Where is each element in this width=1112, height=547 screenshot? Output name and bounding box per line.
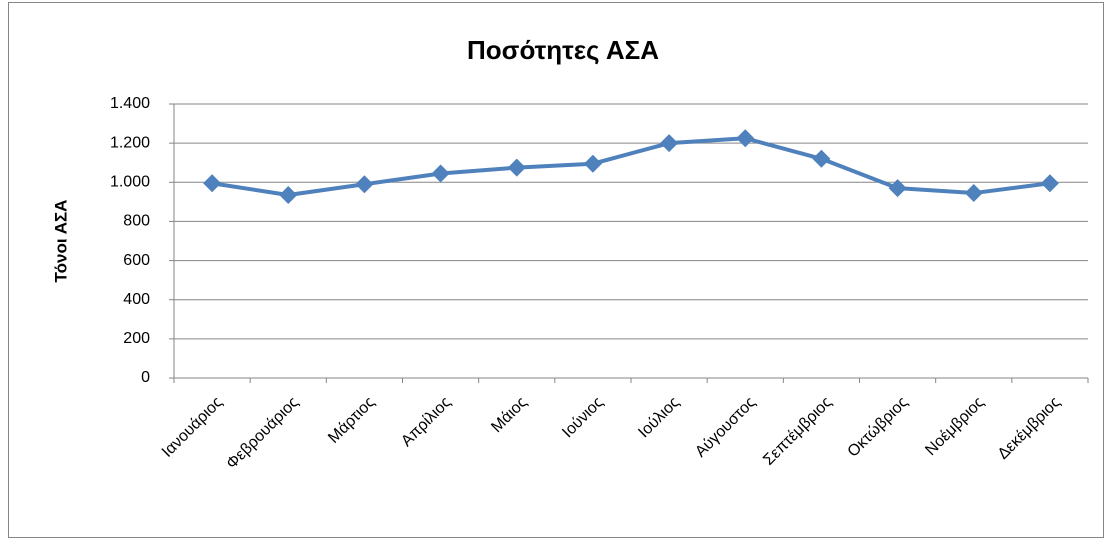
y-tick-label: 1.000 [110, 174, 150, 191]
data-point [888, 179, 907, 198]
data-point [583, 154, 602, 173]
chart-border [8, 2, 1104, 538]
y-tick-label: 200 [123, 330, 150, 347]
y-axis-label: Τόνοι ΑΣΑ [51, 200, 70, 283]
y-tick-label: 1.200 [110, 134, 150, 151]
data-point [736, 129, 755, 148]
data-point [279, 186, 298, 205]
data-point [203, 174, 222, 193]
series-line [211, 136, 1051, 198]
data-point [507, 158, 526, 177]
chart-title: Ποσότητες ΑΣΑ [467, 35, 659, 65]
data-point [1040, 174, 1059, 193]
y-tick-label: 0 [141, 369, 150, 386]
y-tick-label: 600 [123, 252, 150, 269]
y-tick-label: 1.400 [110, 95, 150, 112]
data-point [431, 164, 450, 183]
data-point [660, 134, 679, 153]
y-tick-label: 800 [123, 213, 150, 230]
data-point [355, 175, 374, 194]
y-tick-label: 400 [123, 291, 150, 308]
data-point [812, 149, 831, 168]
data-point [964, 184, 983, 203]
